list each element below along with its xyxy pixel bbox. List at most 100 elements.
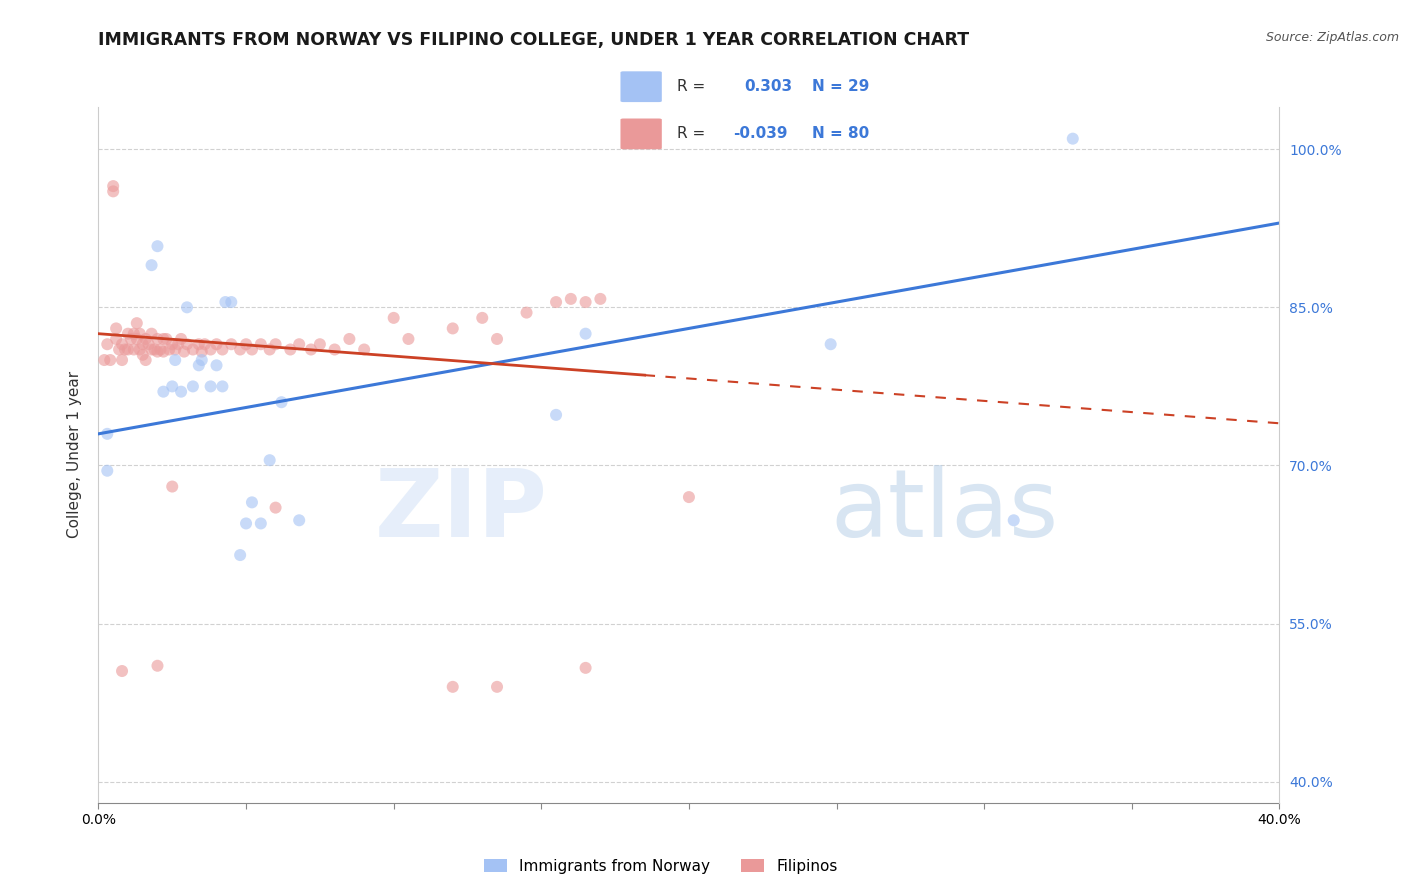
Point — [152, 344, 174, 359]
Point — [205, 359, 228, 373]
Point — [396, 332, 419, 346]
Point — [240, 343, 263, 357]
Point — [170, 384, 193, 399]
Point — [108, 343, 131, 357]
Point — [111, 664, 134, 678]
Point — [191, 344, 214, 359]
Point — [122, 326, 145, 341]
Point — [250, 337, 273, 351]
Point — [441, 680, 464, 694]
Point — [162, 379, 183, 393]
Point — [165, 343, 187, 357]
Point — [170, 332, 193, 346]
Point — [1062, 131, 1084, 145]
Point — [219, 295, 242, 310]
Point — [288, 337, 311, 351]
Point — [299, 343, 322, 357]
Text: atlas: atlas — [831, 465, 1059, 557]
Point — [250, 516, 273, 531]
Point — [125, 332, 148, 346]
FancyBboxPatch shape — [620, 71, 662, 102]
Point — [229, 343, 252, 357]
Point — [176, 337, 198, 351]
Text: 0.303: 0.303 — [745, 79, 793, 95]
Point — [259, 343, 281, 357]
Point — [181, 343, 204, 357]
Point — [486, 332, 509, 346]
Point — [141, 326, 163, 341]
Point — [240, 495, 263, 509]
Point — [111, 337, 134, 351]
Point — [105, 332, 128, 346]
Point — [146, 332, 169, 346]
Text: N = 80: N = 80 — [813, 127, 870, 142]
Point — [132, 337, 155, 351]
Point — [103, 185, 125, 199]
Point — [191, 353, 214, 368]
Point — [141, 343, 163, 357]
Point — [546, 295, 568, 310]
Point — [278, 343, 302, 357]
Point — [117, 326, 139, 341]
Text: -0.039: -0.039 — [733, 127, 787, 142]
Point — [382, 310, 405, 325]
Point — [125, 316, 148, 330]
Point — [167, 337, 190, 351]
Point — [152, 384, 174, 399]
Point — [235, 516, 257, 531]
Point — [214, 295, 236, 310]
Point — [187, 359, 209, 373]
Point — [288, 513, 311, 527]
Point — [135, 332, 157, 346]
Point — [162, 337, 183, 351]
Point — [205, 337, 228, 351]
Point — [149, 343, 172, 357]
Text: Source: ZipAtlas.com: Source: ZipAtlas.com — [1265, 31, 1399, 45]
Point — [138, 337, 160, 351]
Point — [200, 343, 222, 357]
Point — [270, 395, 292, 409]
Point — [181, 379, 204, 393]
Point — [574, 295, 596, 310]
Point — [114, 343, 136, 357]
Point — [111, 353, 134, 368]
Text: R =: R = — [676, 79, 704, 95]
Point — [146, 658, 169, 673]
Point — [93, 353, 115, 368]
Point — [259, 453, 281, 467]
Point — [229, 548, 252, 562]
Point — [515, 305, 537, 319]
Point — [146, 344, 169, 359]
Point — [155, 332, 177, 346]
Point — [96, 337, 118, 351]
Legend: Immigrants from Norway, Filipinos: Immigrants from Norway, Filipinos — [478, 853, 844, 880]
Point — [560, 292, 582, 306]
Point — [339, 332, 360, 346]
Point — [105, 321, 128, 335]
Point — [165, 353, 187, 368]
Point — [211, 379, 233, 393]
Point — [141, 258, 163, 272]
Point — [117, 343, 139, 357]
Point — [194, 337, 217, 351]
Point — [323, 343, 346, 357]
Point — [574, 661, 596, 675]
Point — [146, 239, 169, 253]
Point — [173, 344, 195, 359]
Point — [143, 343, 166, 357]
Point — [678, 490, 700, 504]
Point — [96, 464, 118, 478]
Point — [1002, 513, 1025, 527]
Point — [135, 353, 157, 368]
Point — [264, 337, 287, 351]
Point — [589, 292, 612, 306]
Point — [128, 343, 150, 357]
Point — [353, 343, 375, 357]
Point — [309, 337, 332, 351]
Point — [162, 479, 183, 493]
Point — [128, 326, 150, 341]
Text: N = 29: N = 29 — [813, 79, 870, 95]
Point — [103, 179, 125, 194]
Point — [235, 337, 257, 351]
FancyBboxPatch shape — [620, 119, 662, 149]
